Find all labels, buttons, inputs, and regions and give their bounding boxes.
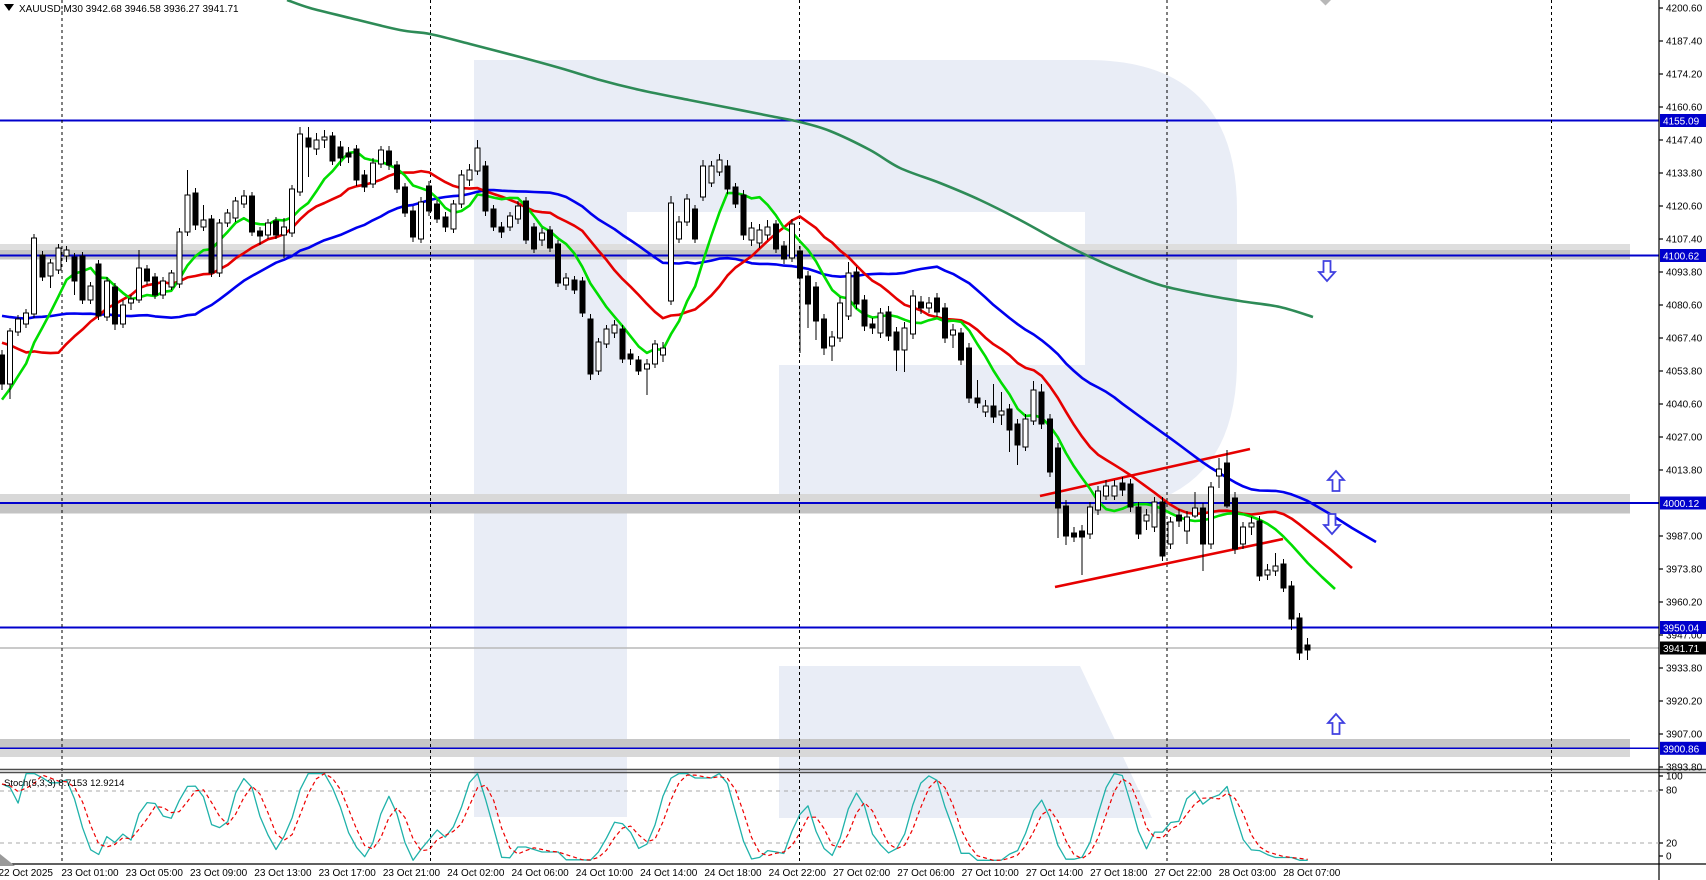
svg-text:4133.80: 4133.80 bbox=[1666, 169, 1703, 180]
svg-text:24 Oct 18:00: 24 Oct 18:00 bbox=[704, 868, 762, 879]
svg-text:24 Oct 06:00: 24 Oct 06:00 bbox=[511, 868, 569, 879]
svg-text:22 Oct 2025: 22 Oct 2025 bbox=[0, 868, 53, 879]
svg-text:3950.04: 3950.04 bbox=[1663, 624, 1700, 635]
svg-text:4080.60: 4080.60 bbox=[1666, 301, 1703, 312]
svg-text:28 Oct 07:00: 28 Oct 07:00 bbox=[1283, 868, 1341, 879]
svg-text:24 Oct 10:00: 24 Oct 10:00 bbox=[576, 868, 634, 879]
svg-text:24 Oct 22:00: 24 Oct 22:00 bbox=[769, 868, 827, 879]
svg-text:23 Oct 09:00: 23 Oct 09:00 bbox=[190, 868, 248, 879]
svg-text:28 Oct 03:00: 28 Oct 03:00 bbox=[1219, 868, 1277, 879]
svg-text:4120.60: 4120.60 bbox=[1666, 202, 1703, 213]
svg-text:27 Oct 14:00: 27 Oct 14:00 bbox=[1026, 868, 1084, 879]
svg-text:4013.80: 4013.80 bbox=[1666, 466, 1703, 477]
svg-text:3933.80: 3933.80 bbox=[1666, 664, 1703, 675]
svg-text:3907.00: 3907.00 bbox=[1666, 730, 1703, 741]
svg-text:0: 0 bbox=[1666, 852, 1672, 863]
svg-text:4174.20: 4174.20 bbox=[1666, 70, 1703, 81]
svg-text:4000.12: 4000.12 bbox=[1663, 499, 1700, 510]
svg-text:3893.80: 3893.80 bbox=[1666, 763, 1703, 774]
svg-text:3960.20: 3960.20 bbox=[1666, 598, 1703, 609]
svg-text:80: 80 bbox=[1666, 786, 1678, 797]
svg-text:27 Oct 06:00: 27 Oct 06:00 bbox=[897, 868, 955, 879]
svg-text:Stoch(5,3,3) 8.7153 12.9214: Stoch(5,3,3) 8.7153 12.9214 bbox=[4, 778, 124, 789]
svg-text:4160.60: 4160.60 bbox=[1666, 103, 1703, 114]
svg-text:3900.86: 3900.86 bbox=[1663, 744, 1700, 755]
svg-text:27 Oct 02:00: 27 Oct 02:00 bbox=[833, 868, 891, 879]
svg-text:3973.80: 3973.80 bbox=[1666, 565, 1703, 576]
svg-text:4200.60: 4200.60 bbox=[1666, 4, 1703, 15]
svg-text:4027.00: 4027.00 bbox=[1666, 433, 1703, 444]
svg-text:4147.40: 4147.40 bbox=[1666, 136, 1703, 147]
svg-text:4067.40: 4067.40 bbox=[1666, 334, 1703, 345]
svg-text:24 Oct 02:00: 24 Oct 02:00 bbox=[447, 868, 505, 879]
svg-text:XAUUSD,M30 3942.68 3946.58 39: XAUUSD,M30 3942.68 3946.58 3936.27 3941.… bbox=[19, 4, 239, 15]
svg-text:27 Oct 22:00: 27 Oct 22:00 bbox=[1154, 868, 1212, 879]
svg-text:23 Oct 17:00: 23 Oct 17:00 bbox=[319, 868, 377, 879]
svg-text:4155.09: 4155.09 bbox=[1663, 117, 1700, 128]
svg-text:24 Oct 14:00: 24 Oct 14:00 bbox=[640, 868, 698, 879]
svg-text:4107.40: 4107.40 bbox=[1666, 235, 1703, 246]
svg-text:4040.60: 4040.60 bbox=[1666, 400, 1703, 411]
svg-text:23 Oct 01:00: 23 Oct 01:00 bbox=[61, 868, 119, 879]
svg-text:23 Oct 05:00: 23 Oct 05:00 bbox=[126, 868, 184, 879]
svg-text:100: 100 bbox=[1666, 772, 1683, 783]
svg-text:4093.80: 4093.80 bbox=[1666, 268, 1703, 279]
svg-text:27 Oct 10:00: 27 Oct 10:00 bbox=[962, 868, 1020, 879]
svg-text:23 Oct 21:00: 23 Oct 21:00 bbox=[383, 868, 441, 879]
svg-text:4187.40: 4187.40 bbox=[1666, 37, 1703, 48]
svg-text:27 Oct 18:00: 27 Oct 18:00 bbox=[1090, 868, 1148, 879]
svg-text:3947.00: 3947.00 bbox=[1666, 631, 1703, 642]
svg-text:23 Oct 13:00: 23 Oct 13:00 bbox=[254, 868, 312, 879]
svg-text:3920.20: 3920.20 bbox=[1666, 697, 1703, 708]
svg-text:20: 20 bbox=[1666, 839, 1678, 850]
svg-text:4100.62: 4100.62 bbox=[1663, 252, 1700, 263]
svg-text:3987.00: 3987.00 bbox=[1666, 532, 1703, 543]
svg-text:4053.80: 4053.80 bbox=[1666, 367, 1703, 378]
svg-text:3941.71: 3941.71 bbox=[1663, 644, 1700, 655]
